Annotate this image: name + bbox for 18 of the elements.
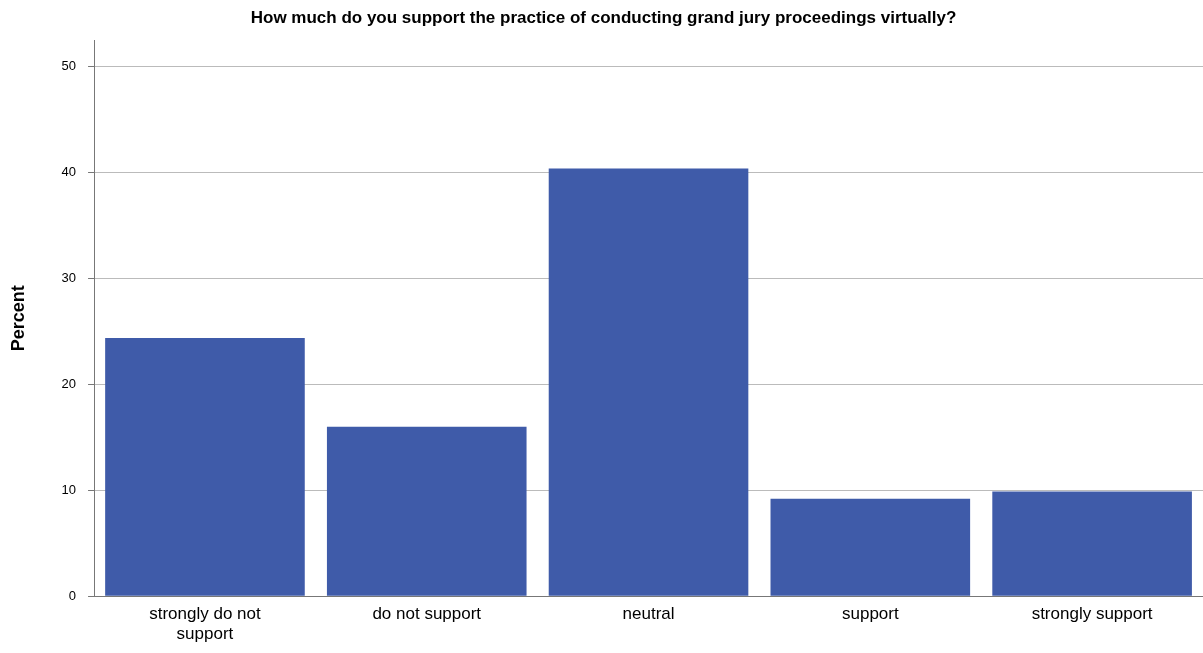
chart-title: How much do you support the practice of conducting grand jury proceedings virtually? bbox=[250, 7, 957, 27]
y-tick-label: 10 bbox=[61, 481, 77, 497]
bar bbox=[770, 498, 971, 596]
bar bbox=[326, 426, 527, 596]
bar bbox=[105, 337, 305, 596]
x-tick-label: strongly support bbox=[1031, 604, 1153, 624]
y-tick-label: 20 bbox=[61, 376, 77, 392]
x-tick-label: strongly do not support bbox=[149, 604, 261, 644]
bar bbox=[992, 491, 1192, 596]
x-tick-label: neutral bbox=[622, 604, 675, 624]
x-tick-label: support bbox=[841, 604, 899, 624]
x-tick-label: do not support bbox=[372, 604, 482, 624]
y-tick-label: 40 bbox=[61, 164, 77, 180]
y-tick-label: 0 bbox=[68, 587, 77, 603]
bar bbox=[548, 168, 749, 596]
y-tick-label: 50 bbox=[61, 58, 77, 74]
y-tick-label: 30 bbox=[61, 270, 77, 286]
y-axis-title: Percent bbox=[7, 285, 28, 352]
